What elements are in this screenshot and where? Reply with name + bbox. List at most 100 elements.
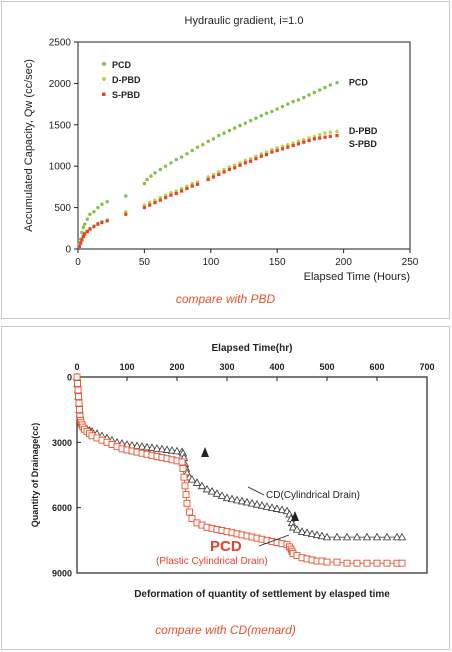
point-pcd-18 xyxy=(169,161,173,165)
point-d-pbd-38 xyxy=(286,142,290,147)
marker-cd-56 xyxy=(272,504,282,512)
marker-pcd-36 xyxy=(182,491,190,499)
marker-cd-25 xyxy=(142,442,152,451)
point-pcd-31 xyxy=(238,123,242,128)
series-line-cd xyxy=(76,376,402,538)
marker-cd-43 xyxy=(207,487,217,495)
point-s-pbd-7 xyxy=(92,225,96,229)
point-s-pbd-6 xyxy=(88,227,92,231)
x-tick-label-5: 500 xyxy=(319,362,334,372)
point-s-pbd-1 xyxy=(79,241,83,245)
y-axis-label: Accumulated Capacity, Qw (cc/sec) xyxy=(23,59,35,232)
point-pcd-43 xyxy=(302,95,306,100)
legend-marker-1 xyxy=(102,77,106,81)
marker-cd-64 xyxy=(297,527,307,535)
point-s-pbd-3 xyxy=(81,234,85,239)
point-s-pbd-21 xyxy=(190,184,194,188)
point-pcd-14 xyxy=(149,174,153,178)
x-tick-label-2: 100 xyxy=(202,257,219,268)
point-d-pbd-35 xyxy=(270,147,274,152)
point-pcd-8 xyxy=(96,205,100,210)
point-s-pbd-2 xyxy=(80,238,84,242)
point-pcd-42 xyxy=(296,98,301,102)
chart-cd: Elapsed Time(hr) 0 100 200 300 400 500 600 700 0 3… xyxy=(30,343,435,600)
pcd-label-leader xyxy=(258,534,290,547)
legend-label-0: PCD xyxy=(112,60,132,70)
marker-pcd-73 xyxy=(363,559,371,567)
point-pcd-16 xyxy=(158,167,163,172)
x-tick-label-0: 0 xyxy=(75,257,81,268)
point-d-pbd-42 xyxy=(307,136,311,140)
marker-cd-52 xyxy=(252,500,262,508)
marker-cd-23 xyxy=(132,441,142,450)
point-d-pbd-29 xyxy=(238,161,242,165)
marker-pcd-35 xyxy=(181,482,189,490)
point-s-pbd-41 xyxy=(302,140,306,144)
marker-cd-47 xyxy=(227,494,237,503)
y-tick-label-5: 2500 xyxy=(49,38,72,49)
series-end-label-2: S-PBD xyxy=(349,139,378,149)
point-d-pbd-37 xyxy=(280,144,285,149)
point-s-pbd-40 xyxy=(296,142,301,146)
marker-cd-63 xyxy=(292,525,302,533)
x-tick-label-0: 0 xyxy=(74,362,79,372)
point-pcd-23 xyxy=(195,145,200,149)
point-s-pbd-43 xyxy=(312,137,316,141)
marker-cd-77 xyxy=(397,532,407,541)
point-d-pbd-17 xyxy=(169,190,173,195)
point-pcd-39 xyxy=(280,104,285,109)
marker-cd-39 xyxy=(187,475,197,483)
series-cd xyxy=(72,372,407,541)
series-end-label-0: PCD xyxy=(349,78,369,88)
y-tick-label-1: 3000 xyxy=(52,438,72,448)
cd-label-leader xyxy=(247,486,265,496)
point-d-pbd-12 xyxy=(142,203,147,207)
point-pcd-40 xyxy=(286,102,290,106)
pcd-sublabel: (Plastic Cylindrical Drain) xyxy=(156,556,268,567)
point-d-pbd-13 xyxy=(148,200,152,205)
point-pcd-37 xyxy=(270,109,274,114)
point-s-pbd-36 xyxy=(275,148,279,153)
point-s-pbd-9 xyxy=(100,220,104,225)
point-d-pbd-30 xyxy=(243,158,248,163)
point-pcd-29 xyxy=(227,128,232,133)
marker-cd-53 xyxy=(257,501,267,509)
marker-cd-73 xyxy=(362,532,372,541)
marker-cd-29 xyxy=(162,445,172,453)
point-s-pbd-35 xyxy=(270,150,274,154)
point-s-pbd-19 xyxy=(179,189,184,193)
marker-pcd-3 xyxy=(75,393,82,401)
marker-cd-28 xyxy=(157,444,167,453)
marker-cd-72 xyxy=(352,532,362,541)
x-axis-label: Deformation of quantity of settlement by… xyxy=(134,589,390,600)
point-s-pbd-28 xyxy=(233,166,237,170)
point-d-pbd-43 xyxy=(312,134,317,139)
y-tick-label-2: 1000 xyxy=(49,162,72,173)
marker-cd-24 xyxy=(137,442,147,450)
point-d-pbd-16 xyxy=(163,193,168,197)
point-pcd-32 xyxy=(243,121,248,125)
point-pcd-36 xyxy=(264,111,269,115)
point-d-pbd-25 xyxy=(217,170,221,174)
point-d-pbd-11 xyxy=(124,210,128,214)
point-d-pbd-39 xyxy=(291,141,295,145)
point-s-pbd-33 xyxy=(259,154,263,158)
point-s-pbd-30 xyxy=(243,161,247,165)
point-s-pbd-31 xyxy=(249,159,253,163)
point-s-pbd-13 xyxy=(148,203,152,207)
point-d-pbd-46 xyxy=(328,130,333,134)
point-pcd-17 xyxy=(163,164,168,168)
point-pcd-30 xyxy=(233,126,237,130)
marker-pcd-38 xyxy=(186,508,193,516)
marker-cd-65 xyxy=(302,528,312,536)
legend: PCD D-PBD S-PBD xyxy=(102,60,141,100)
x-tick-label-4: 200 xyxy=(335,257,352,268)
point-s-pbd-5 xyxy=(85,230,89,234)
point-s-pbd-22 xyxy=(195,182,200,187)
marker-pcd-5 xyxy=(76,406,83,414)
point-d-pbd-15 xyxy=(158,195,163,200)
marker-cd-74 xyxy=(372,532,382,541)
marker-cd-26 xyxy=(147,443,157,451)
marker-cd-54 xyxy=(262,502,272,510)
marker-cd-66 xyxy=(307,529,317,538)
